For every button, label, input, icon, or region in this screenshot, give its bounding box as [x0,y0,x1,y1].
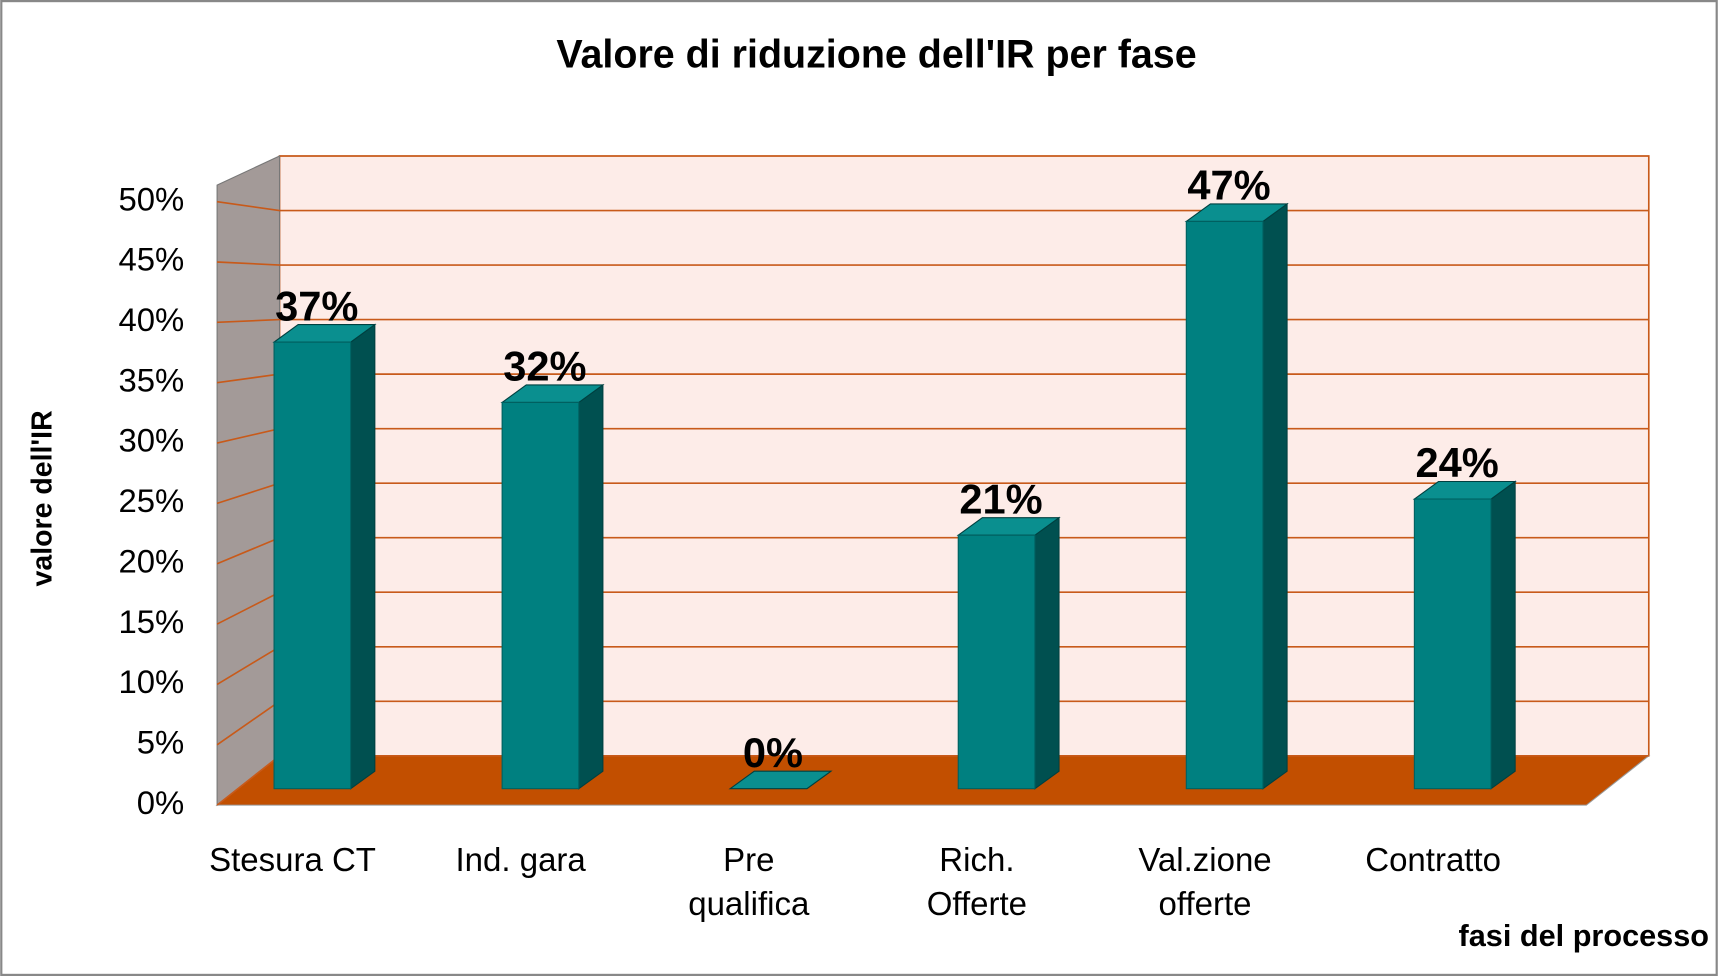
y-tick-label: 45% [118,241,184,278]
bar-side [578,383,604,790]
side-grid-line [216,536,280,565]
value-label: 0% [743,729,803,776]
side-grid-line [216,591,280,625]
side-grid-line [216,646,280,686]
side-grid-line [216,427,280,444]
y-tick-label: 25% [118,482,184,519]
y-tick-label: 0% [137,784,185,821]
x-tick-label: Stesura CT [209,841,376,879]
value-label: 21% [959,475,1042,522]
bar [1413,498,1492,790]
x-tick-label: Ind. gara [455,841,586,879]
value-label: 32% [503,343,586,390]
bar-side [1034,516,1060,790]
chart-title: Valore di riduzione dell'IR per fase [556,32,1196,76]
y-tick-label: 30% [118,422,184,459]
y-tick-label: 35% [118,361,184,398]
y-tick-label: 5% [137,723,185,760]
value-label: 37% [275,282,358,329]
bar [273,341,352,790]
value-label: 24% [1415,439,1498,486]
side-grid-line [217,318,280,324]
side-grid-line [216,482,280,505]
bar [1185,220,1264,790]
x-tick-label: Contratto [1365,841,1501,879]
bar-side [350,323,376,790]
x-tick-label: Rich. Offerte [926,841,1028,923]
y-tick-label: 50% [118,180,184,217]
y-axis-label: valore dell'IR [27,410,59,586]
value-label: 47% [1187,162,1270,209]
x-axis-label: fasi del processo [1459,919,1709,953]
side-grid-line [216,373,280,384]
y-tick-label: 40% [118,301,184,338]
bar-top [728,770,833,790]
side-grid-line [216,700,281,746]
y-tick-label: 20% [118,542,184,579]
x-tick-label: Val.zione offerte [1138,841,1272,923]
y-tick-label: 10% [118,663,184,700]
side-grid-line [217,261,280,266]
x-tick-label: Pre qualifica [688,841,810,923]
side-grid-line [216,200,280,212]
y-tick-label: 15% [118,603,184,640]
plot-area: 0% 5% 10% 15% 20% 25% 30% 35% 40% 45% 50% 37% 32% 0% 2… [118,155,1651,821]
bar-side [1262,202,1288,790]
bar [501,401,580,790]
bar-side [1490,480,1516,790]
side-grid-line [216,755,281,806]
bar [957,534,1036,790]
